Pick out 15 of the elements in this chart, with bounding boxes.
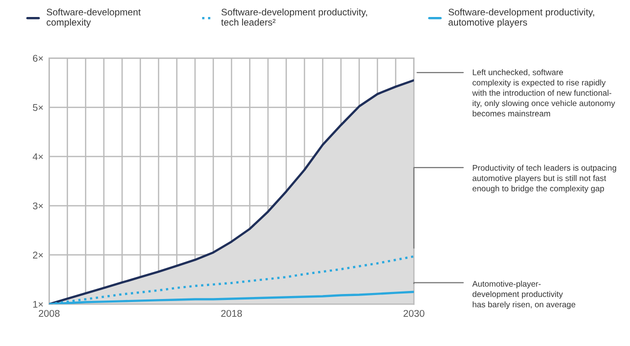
legend-label: Software-development complexity <box>46 8 141 28</box>
legend-label: Software-development productivity, tech leaders² <box>221 8 368 26</box>
x-tick-label: 2030 <box>404 310 424 317</box>
y-tick-label: 6× <box>32 54 43 62</box>
x-tick-label: 2018 <box>221 310 242 317</box>
legend-label: Software-development productivity, automotive players <box>448 8 594 28</box>
x-tick-label: 2008 <box>38 310 60 317</box>
y-tick-label: 2× <box>32 252 43 258</box>
annotation: Automotive-player- development productivity has barely risen, on average <box>472 280 576 309</box>
y-tick-label: 4× <box>32 153 43 160</box>
y-tick-label: 1× <box>33 300 43 308</box>
annotation: Productivity of tech leaders is outpacing automotive players but is still not fast enough to bridge the complexity gap <box>472 164 616 194</box>
y-tick-label: 5× <box>32 104 43 111</box>
annotation: Left unchecked, software complexity is expected to rise rapidly with the introduction of new functional- ity, only slowing once vehicle autonomy becomes mainstream <box>472 69 616 116</box>
y-tick-label: 3× <box>32 202 43 210</box>
